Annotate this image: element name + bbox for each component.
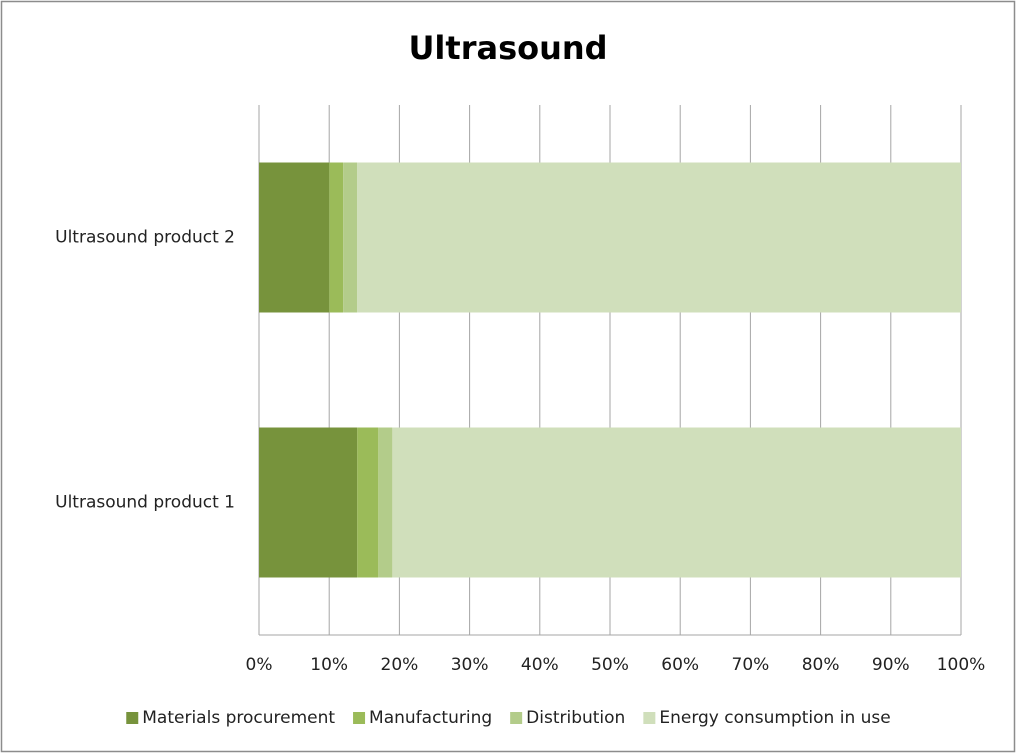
bar-segment: [259, 162, 330, 313]
y-tick-label: Ultrasound product 1: [55, 493, 235, 513]
bar-segment: [357, 427, 379, 578]
legend-swatch: [510, 712, 523, 724]
x-tick-label: 30%: [451, 655, 489, 675]
x-tick-label: 0%: [246, 655, 273, 675]
legend-label: Distribution: [526, 708, 625, 728]
legend-swatch: [126, 712, 139, 724]
legend-label: Manufacturing: [369, 708, 492, 728]
legend-swatch: [353, 712, 366, 724]
x-tick-label: 100%: [937, 655, 986, 675]
y-tick-label: Ultrasound product 2: [55, 228, 235, 248]
bar-segment: [392, 427, 961, 578]
x-tick-label: 80%: [802, 655, 840, 675]
x-tick-label: 20%: [381, 655, 419, 675]
bar-segment: [259, 427, 358, 578]
bar-segment: [378, 427, 393, 578]
x-tick-label: 10%: [310, 655, 348, 675]
chart-title: Ultrasound: [408, 29, 607, 67]
x-tick-label: 70%: [732, 655, 770, 675]
legend-label: Energy consumption in use: [659, 708, 890, 728]
bar-segment: [357, 162, 961, 313]
legend-swatch: [643, 712, 656, 724]
x-tick-label: 60%: [661, 655, 699, 675]
x-tick-label: 50%: [591, 655, 629, 675]
x-tick-label: 90%: [872, 655, 910, 675]
legend-label: Materials procurement: [142, 708, 335, 728]
bar-segment: [343, 162, 358, 313]
x-tick-label: 40%: [521, 655, 559, 675]
bar-segment: [329, 162, 344, 313]
